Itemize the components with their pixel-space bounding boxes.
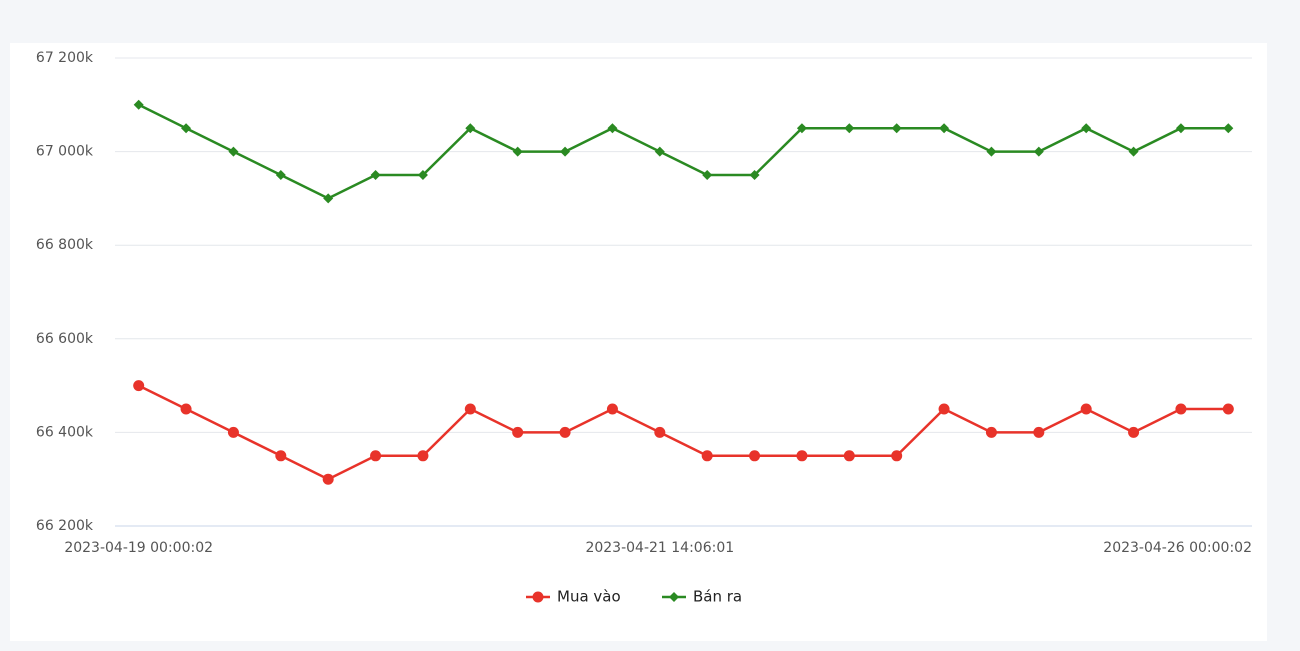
point [370, 450, 382, 462]
point [844, 123, 855, 134]
legend-marker [532, 591, 544, 603]
point [560, 146, 571, 157]
point [133, 99, 144, 110]
legend-marker [669, 592, 679, 602]
x-tick-label: 2023-04-26 00:00:02 [1103, 540, 1252, 556]
y-tick-label: 66 400k [36, 424, 94, 440]
point [891, 123, 902, 134]
point [796, 123, 807, 134]
point [464, 403, 476, 415]
point [939, 123, 950, 134]
point [417, 450, 429, 462]
point [607, 123, 618, 134]
point [1081, 123, 1092, 134]
y-tick-label: 66 200k [36, 518, 94, 534]
point [417, 170, 428, 180]
point [559, 426, 571, 438]
point [654, 146, 665, 157]
point [512, 426, 524, 438]
point [843, 450, 855, 462]
point [986, 146, 997, 157]
y-tick-label: 67 200k [36, 50, 94, 66]
point [370, 170, 381, 180]
point [749, 170, 760, 180]
y-tick-label: 67 000k [36, 144, 94, 160]
point [180, 403, 192, 415]
point [1033, 146, 1044, 157]
y-tick-label: 66 600k [36, 331, 94, 347]
point [275, 170, 286, 180]
point [749, 450, 761, 462]
x-tick-label: 2023-04-19 00:00:02 [64, 540, 213, 556]
point [1080, 403, 1092, 415]
point [1222, 403, 1234, 415]
point [701, 450, 713, 462]
point [1033, 426, 1045, 438]
line [138, 103, 1229, 200]
point [891, 450, 903, 462]
point [1223, 123, 1234, 134]
point [1175, 123, 1186, 134]
point [702, 170, 713, 180]
legend-label: Bán ra [693, 588, 742, 606]
point [227, 426, 239, 438]
point [1128, 426, 1140, 438]
point [985, 426, 997, 438]
point [606, 403, 618, 415]
point [796, 450, 808, 462]
line [138, 384, 1229, 481]
point [323, 193, 334, 204]
point [181, 123, 192, 134]
point [938, 403, 950, 415]
x-tick-label: 2023-04-21 14:06:01 [585, 540, 734, 556]
point [1175, 403, 1187, 415]
point [275, 450, 287, 462]
point [133, 380, 145, 392]
point [465, 123, 476, 134]
point [654, 426, 666, 438]
point [228, 146, 239, 157]
point [322, 473, 334, 485]
y-tick-label: 66 800k [36, 237, 94, 253]
legend-label: Mua vào [557, 588, 621, 606]
point [1128, 146, 1139, 157]
point [512, 146, 523, 157]
